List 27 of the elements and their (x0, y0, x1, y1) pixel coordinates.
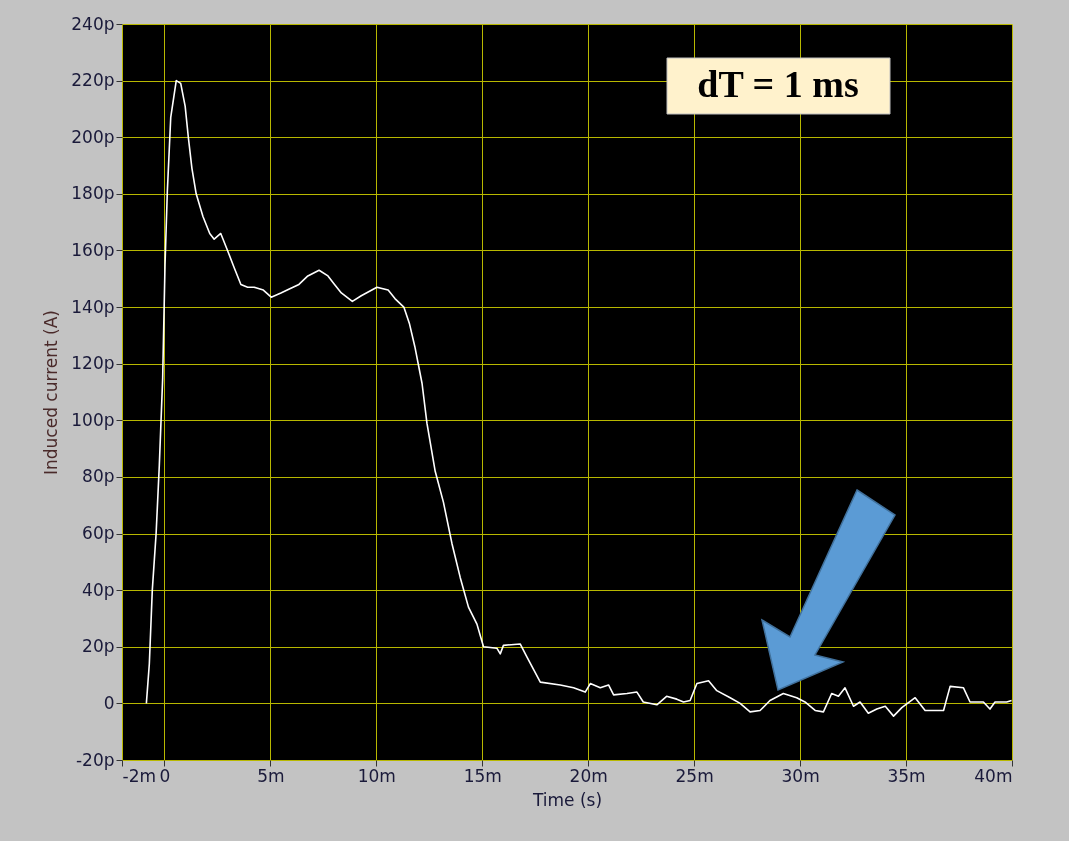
x-tick-label: 20m (569, 765, 608, 786)
y-tick-label: 120p (71, 353, 115, 374)
y-tick-label: 240p (71, 13, 115, 34)
y-tick-label: 140p (71, 296, 115, 317)
y-tick-label: -20p (75, 749, 115, 770)
y-axis-title: Induced current (A) (41, 310, 62, 475)
x-tick-label: 0 (159, 765, 171, 786)
x-tick-label: 40m (974, 765, 1013, 786)
annotation: dT = 1 ms (697, 63, 859, 105)
x-tick-label: 35m (887, 765, 926, 786)
y-tick-label: 160p (71, 239, 115, 260)
y-tick-label: 180p (71, 183, 115, 204)
y-tick-label: 20p (82, 636, 115, 657)
x-tick-label: 5m (257, 765, 285, 786)
x-tick-label: 15m (463, 765, 502, 786)
y-tick-label: 200p (71, 126, 115, 147)
y-tick-label: 80p (82, 466, 115, 487)
y-tick-label: 100p (71, 409, 115, 430)
y-tick-label: 40p (82, 579, 115, 600)
x-axis-title: Time (s) (531, 789, 603, 810)
x-tick-label: 30m (781, 765, 820, 786)
x-tick-label: 25m (675, 765, 714, 786)
y-tick-label: 60p (82, 523, 115, 544)
y-tick-label: 220p (71, 70, 115, 91)
x-tick-label: -2m (122, 765, 157, 786)
x-tick-label: 10m (357, 765, 396, 786)
y-tick-label: 0 (103, 692, 115, 713)
